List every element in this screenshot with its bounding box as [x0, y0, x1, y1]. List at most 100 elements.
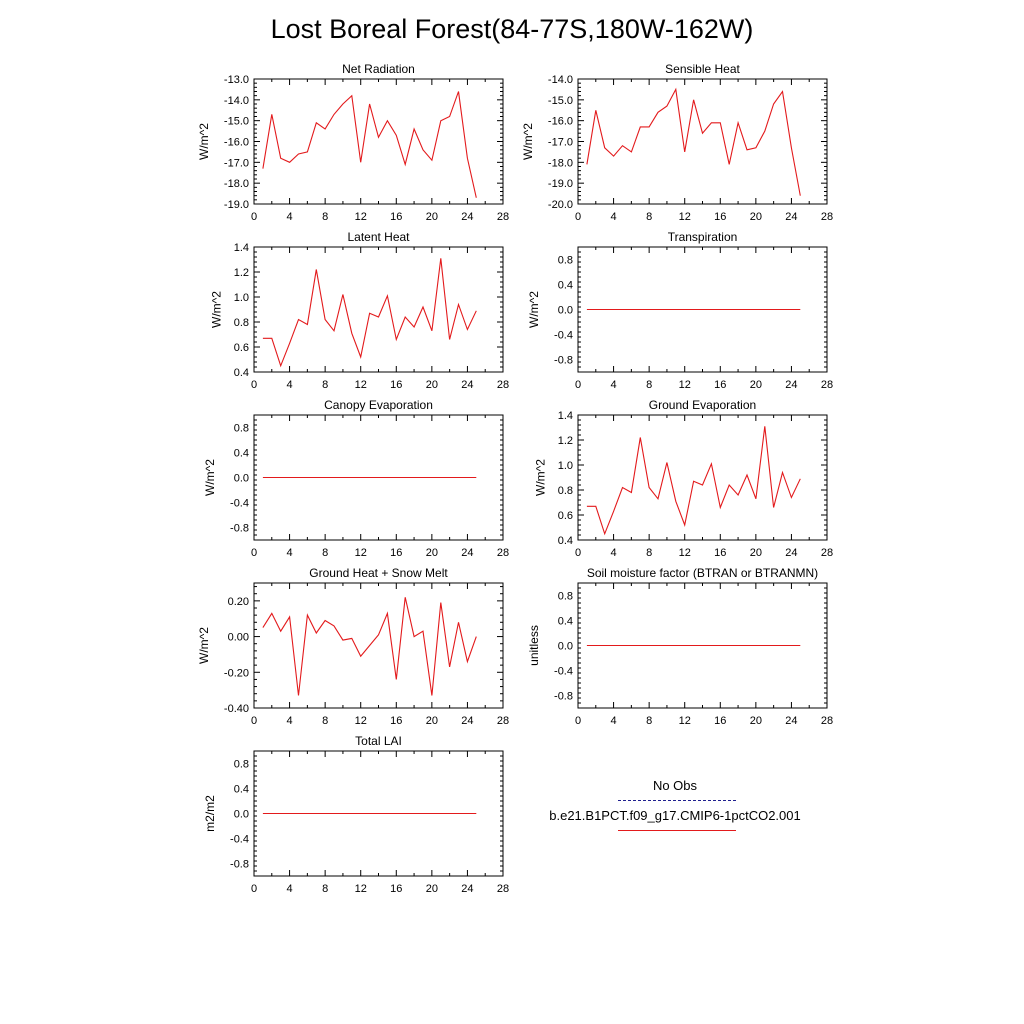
panel-latent-heat-xtick-label: 16	[390, 379, 402, 391]
panel-soil-moisture-factor-btran-or-btranmn-xtick-label: 28	[821, 715, 833, 727]
panel-soil-moisture-factor-btran-or-btranmn-ytick-label: 0.8	[558, 591, 573, 603]
panel-latent-heat-ylabel: W/m^2	[209, 291, 223, 328]
panel-transpiration-xtick-label: 28	[821, 379, 833, 391]
panel-canopy-evaporation-xtick-label: 0	[251, 547, 257, 559]
panel-ground-heat-snow-melt-xtick-label: 24	[461, 715, 473, 727]
panel-ground-evaporation-frame	[577, 414, 828, 541]
panel-transpiration-ylabel: W/m^2	[527, 291, 541, 328]
panel-total-lai-ytick-label: -0.8	[230, 859, 249, 871]
panel-transpiration-xtick-label: 4	[611, 379, 617, 391]
panel-soil-moisture-factor-btran-or-btranmn-xtick-label: 20	[750, 715, 762, 727]
panel-canopy-evaporation-xtick-label: 12	[355, 547, 367, 559]
panel-total-lai-ytick-label: 0.8	[234, 759, 249, 771]
panel-latent-heat-xtick-label: 12	[355, 379, 367, 391]
panel-transpiration-xtick-label: 8	[646, 379, 652, 391]
panel-sensible-heat-xtick-label: 0	[575, 211, 581, 223]
panel-ground-evaporation-xtick-label: 0	[575, 547, 581, 559]
panel-total-lai-ylabel: m2/m2	[203, 795, 217, 832]
panel-net-radiation-xtick-label: 0	[251, 211, 257, 223]
legend-label-obs: No Obs	[652, 778, 698, 793]
panel-transpiration-ytick-label: 0.0	[558, 305, 573, 317]
panel-net-radiation-xtick-label: 4	[287, 211, 293, 223]
panel-latent-heat-frame	[253, 246, 504, 373]
panel-net-radiation-ytick-label: -19.0	[224, 199, 249, 211]
panel-ground-heat-snow-melt-xtick-label: 20	[426, 715, 438, 727]
panel-total-lai-xtick-label: 20	[426, 883, 438, 895]
panel-ground-heat-snow-melt-xtick-label: 4	[287, 715, 293, 727]
panel-total-lai-title: Total LAI	[355, 734, 402, 748]
panel-ground-evaporation-ytick-label: 1.2	[558, 435, 573, 447]
panel-ground-evaporation-xtick-label: 28	[821, 547, 833, 559]
panel-sensible-heat-series-line	[586, 87, 801, 196]
panel-sensible-heat-xtick-label: 8	[646, 211, 652, 223]
panel-ground-heat-snow-melt-frame	[253, 582, 504, 709]
panel-latent-heat-xtick-label: 28	[497, 379, 509, 391]
panel-canopy-evaporation-xtick-label: 8	[322, 547, 328, 559]
panel-canopy-evaporation-ytick-label: -0.8	[230, 523, 249, 535]
panel-latent-heat-xtick-label: 0	[251, 379, 257, 391]
panel-soil-moisture-factor-btran-or-btranmn-xtick-label: 8	[646, 715, 652, 727]
panel-ground-evaporation-ytick-label: 0.4	[558, 535, 573, 547]
panel-ground-evaporation-title: Ground Evaporation	[649, 398, 756, 412]
panel-ground-heat-snow-melt-xtick-label: 28	[497, 715, 509, 727]
panel-soil-moisture-factor-btran-or-btranmn: 0 4 8 12 16 20 24 28 -0.8 -0.4 0.0 0.4 0.8 Soil moist…	[527, 566, 833, 727]
panel-net-radiation-xtick-label: 16	[390, 211, 402, 223]
panel-canopy-evaporation-ytick-label: 0.8	[234, 423, 249, 435]
panel-ground-heat-snow-melt: 0 4 8 12 16 20 24 28 -0.40 -0.20 0.00 0.20 Ground He…	[197, 566, 509, 727]
panel-latent-heat-xtick-label: 4	[287, 379, 293, 391]
panel-canopy-evaporation-xtick-label: 20	[426, 547, 438, 559]
panel-total-lai-ytick-label: -0.4	[230, 834, 249, 846]
panel-sensible-heat-ytick-label: -19.0	[548, 178, 573, 190]
panel-ground-evaporation-xtick-label: 20	[750, 547, 762, 559]
legend-line-model	[618, 830, 736, 831]
panel-transpiration-xtick-label: 0	[575, 379, 581, 391]
panel-ground-heat-snow-melt-xtick-label: 16	[390, 715, 402, 727]
legend: No Obs b.e21.B1PCT.f09_g17.CMIP6-1pctCO2…	[520, 770, 830, 840]
panel-ground-evaporation-xtick-label: 12	[679, 547, 691, 559]
panel-total-lai-xtick-label: 12	[355, 883, 367, 895]
panel-transpiration-ytick-label: 0.8	[558, 255, 573, 267]
panel-soil-moisture-factor-btran-or-btranmn-ytick-label: 0.0	[558, 641, 573, 653]
panel-transpiration-ytick-label: -0.8	[554, 355, 573, 367]
panel-net-radiation-xtick-label: 20	[426, 211, 438, 223]
panel-sensible-heat-frame	[577, 78, 828, 205]
panel-ground-heat-snow-melt-xtick-label: 12	[355, 715, 367, 727]
panel-sensible-heat-ytick-label: -15.0	[548, 95, 573, 107]
panel-total-lai-xtick-label: 4	[287, 883, 293, 895]
panel-canopy-evaporation-title: Canopy Evaporation	[324, 398, 433, 412]
panel-ground-heat-snow-melt-ytick-label: 0.20	[228, 596, 249, 608]
panel-latent-heat-series-line	[262, 258, 477, 368]
panel-ground-heat-snow-melt-ytick-label: -0.40	[224, 703, 249, 715]
panel-total-lai: 0 4 8 12 16 20 24 28 -0.8 -0.4 0.0 0.4 0.8 Total LAI m…	[203, 734, 509, 895]
panel-net-radiation-ytick-label: -15.0	[224, 116, 249, 128]
panel-net-radiation-title: Net Radiation	[342, 62, 415, 76]
panel-net-radiation-xtick-label: 24	[461, 211, 473, 223]
panel-canopy-evaporation-ylabel: W/m^2	[203, 459, 217, 496]
panel-sensible-heat-ytick-label: -18.0	[548, 157, 573, 169]
panel-ground-evaporation-ytick-label: 0.6	[558, 510, 573, 522]
panel-canopy-evaporation-ytick-label: 0.0	[234, 473, 249, 485]
panel-transpiration-title: Transpiration	[668, 230, 738, 244]
panel-canopy-evaporation-xtick-label: 28	[497, 547, 509, 559]
panel-transpiration-ytick-label: 0.4	[558, 280, 573, 292]
panel-sensible-heat-xtick-label: 12	[679, 211, 691, 223]
panel-net-radiation-ytick-label: -17.0	[224, 157, 249, 169]
panel-latent-heat-ytick-label: 1.2	[234, 267, 249, 279]
panel-soil-moisture-factor-btran-or-btranmn-xtick-label: 24	[785, 715, 797, 727]
panel-latent-heat-xtick-label: 8	[322, 379, 328, 391]
panel-canopy-evaporation-ytick-label: 0.4	[234, 448, 249, 460]
panel-net-radiation-xtick-label: 8	[322, 211, 328, 223]
panel-latent-heat-ytick-label: 0.4	[234, 367, 249, 379]
panel-latent-heat-ytick-label: 1.4	[234, 242, 249, 254]
panel-soil-moisture-factor-btran-or-btranmn-title: Soil moisture factor (BTRAN or BTRANMN)	[587, 566, 818, 580]
panel-soil-moisture-factor-btran-or-btranmn-ytick-label: -0.8	[554, 691, 573, 703]
panel-sensible-heat-xtick-label: 16	[714, 211, 726, 223]
panel-sensible-heat-ylabel: W/m^2	[521, 123, 535, 160]
panel-ground-evaporation-xtick-label: 4	[611, 547, 617, 559]
panel-canopy-evaporation-xtick-label: 4	[287, 547, 293, 559]
panel-transpiration-xtick-label: 12	[679, 379, 691, 391]
panel-ground-evaporation-xtick-label: 8	[646, 547, 652, 559]
panel-total-lai-xtick-label: 28	[497, 883, 509, 895]
panel-net-radiation: 0 4 8 12 16 20 24 28 -19.0 -18.0 -17.0 -16.0 -15.0 -1…	[197, 62, 509, 223]
